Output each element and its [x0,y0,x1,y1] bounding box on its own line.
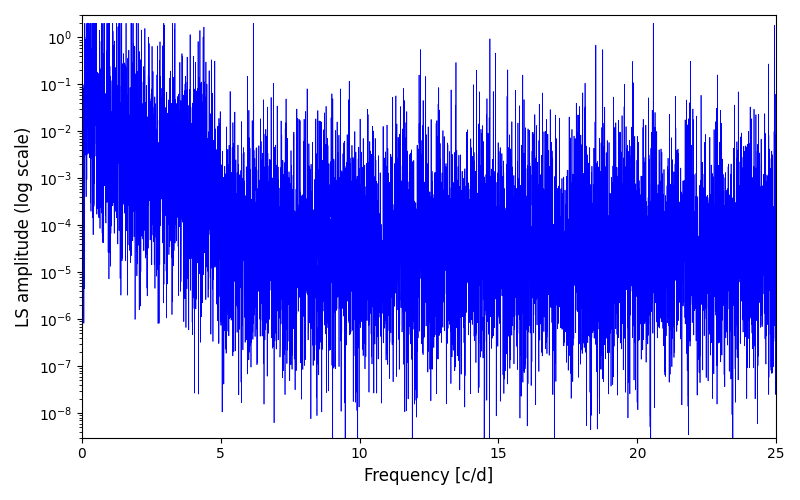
Y-axis label: LS amplitude (log scale): LS amplitude (log scale) [15,126,33,326]
X-axis label: Frequency [c/d]: Frequency [c/d] [364,467,494,485]
